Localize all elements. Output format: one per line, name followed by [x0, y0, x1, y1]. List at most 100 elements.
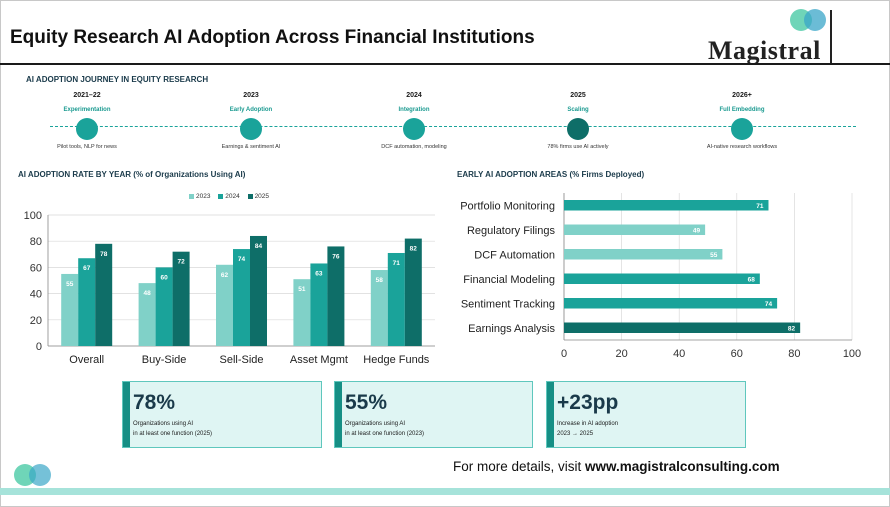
journey-dot-icon [567, 118, 589, 140]
x-tick-label: Sell-Side [219, 354, 263, 366]
bar-data-label: 82 [788, 325, 796, 332]
bar-data-label: 74 [765, 301, 773, 308]
legend-label: 2024 [225, 193, 240, 200]
y-tick-label: 40 [30, 289, 42, 301]
header-divider [0, 63, 890, 65]
journey-year: 2026+ [732, 92, 752, 99]
journey-label: AI ADOPTION JOURNEY IN EQUITY RESEARCH [26, 75, 209, 84]
footer-circle-right-icon [29, 464, 51, 486]
journey-desc: 78% firms use AI actively [547, 144, 609, 150]
logo-circle-right-icon [804, 9, 826, 31]
journey-dot-icon [731, 118, 753, 140]
hbar-chart-title: EARLY AI ADOPTION AREAS (% Firms Deploye… [457, 170, 645, 179]
journey-stage: 2026+ Full Embedding AI-native research wo… [672, 88, 812, 150]
kpi-value: 78% [133, 391, 176, 414]
hbar [564, 249, 723, 260]
x-tick-label: 80 [788, 348, 800, 360]
x-tick-label: Buy-Side [142, 354, 187, 366]
x-tick-label: 0 [561, 348, 567, 360]
footer-text: For more details, visit www.magistralcon… [453, 459, 780, 474]
journey-year: 2024 [406, 92, 422, 99]
x-tick-label: Hedge Funds [363, 354, 430, 366]
bar-2025 [172, 251, 190, 346]
bar-data-label: 68 [748, 276, 756, 283]
kpi-accent [335, 382, 342, 447]
bottom-bar [0, 488, 890, 495]
kpi-card-2023: 55% Organizations using AI in at least o… [334, 381, 533, 448]
bar-data-label: 49 [693, 227, 701, 234]
legend-swatch-icon [189, 193, 194, 199]
journey-desc: AI-native research workflows [706, 144, 778, 150]
kpi-accent [123, 382, 130, 447]
journey-stage-name: Experimentation [63, 107, 111, 113]
bar-data-label: 58 [376, 277, 384, 284]
adoption-areas-bar-chart: 0 20 40 60 80 100 Portfolio Monitoring 71 Regula… [460, 193, 861, 360]
legend-swatch-icon [247, 193, 253, 199]
bar-2024 [233, 249, 250, 346]
kpi-accent [547, 382, 554, 447]
y-tick-label: 100 [24, 210, 42, 222]
bar-data-label: 71 [393, 260, 401, 267]
journey-stage: 2023 Early Adoption Earnings & sentiment A… [181, 88, 321, 150]
bar-2024 [387, 252, 405, 346]
journey-dot-icon [240, 118, 262, 140]
bar-data-label: 67 [83, 265, 91, 272]
bar-data-label: 76 [332, 253, 340, 260]
logo: Magistral [708, 6, 848, 65]
hbar [564, 273, 760, 284]
y-tick-label: Sentiment Tracking [461, 298, 555, 310]
kpi-desc-line1: Organizations using AI [133, 421, 194, 427]
journey-stage: 2025 Scaling 78% firms use AI actively [508, 88, 648, 150]
journey-desc: Earnings & sentiment AI [221, 144, 281, 150]
journey-stage-name: Scaling [567, 107, 589, 113]
journey-stage-name: Integration [398, 107, 430, 113]
logo-text: Magistral [708, 36, 821, 65]
journey-line [50, 126, 856, 127]
bar-2023 [370, 270, 388, 346]
bar-2025 [95, 243, 113, 346]
y-tick-label: 80 [30, 236, 42, 248]
journey-year: 2021–22 [73, 92, 101, 99]
bar-data-label: 82 [410, 246, 418, 253]
x-tick-label: 40 [673, 348, 685, 360]
legend-item-2024: 2024 [218, 193, 240, 200]
legend-label: 2023 [196, 193, 211, 200]
bar-data-label: 72 [177, 259, 185, 266]
journey-stage: 2021–22 Experimentation Pilot tools, NLP f… [17, 88, 157, 150]
bar-2024 [155, 267, 173, 346]
bar-data-label: 74 [238, 256, 246, 263]
bar-2023 [216, 264, 233, 346]
hbar [564, 298, 778, 309]
kpi-desc-line2: in at least one function (2023) [345, 431, 425, 437]
legend-swatch-icon [218, 193, 224, 199]
bar-data-label: 60 [160, 274, 168, 281]
y-tick-label: DCF Automation [474, 249, 555, 261]
bar-2023 [293, 279, 311, 346]
kpi-desc-line1: Increase in AI adoption [557, 421, 619, 427]
bar-data-label: 84 [255, 243, 263, 250]
journey-stage-name: Early Adoption [229, 107, 273, 113]
journey-desc: Pilot tools, NLP for news [57, 144, 117, 150]
footer-link[interactable]: www.magistralconsulting.com [585, 459, 780, 474]
y-tick-label: 60 [30, 262, 42, 274]
x-tick-label: Asset Mgmt [290, 354, 348, 366]
hbar [564, 200, 769, 211]
bar-2024 [78, 258, 96, 346]
legend-item-2025: 2025 [247, 193, 270, 200]
journey-dot-icon [403, 118, 425, 140]
journey-dot-icon [76, 118, 98, 140]
logo-divider [830, 10, 832, 64]
bar-data-label: 78 [100, 251, 108, 258]
bar-chart-legend: 2023 2024 2025 [189, 193, 275, 200]
y-tick-label: 0 [36, 341, 42, 353]
legend-label: 2025 [254, 193, 270, 200]
bar-data-label: 62 [221, 272, 229, 279]
bar-2023 [61, 273, 79, 346]
y-tick-label: Earnings Analysis [468, 323, 555, 335]
bar-2024 [310, 263, 328, 346]
kpi-value: +23pp [557, 391, 619, 414]
kpi-card-2025: 78% Organizations using AI in at least o… [122, 381, 322, 448]
hbar [564, 224, 706, 235]
journey-year: 2025 [570, 92, 586, 99]
legend-item-2023: 2023 [189, 193, 210, 200]
